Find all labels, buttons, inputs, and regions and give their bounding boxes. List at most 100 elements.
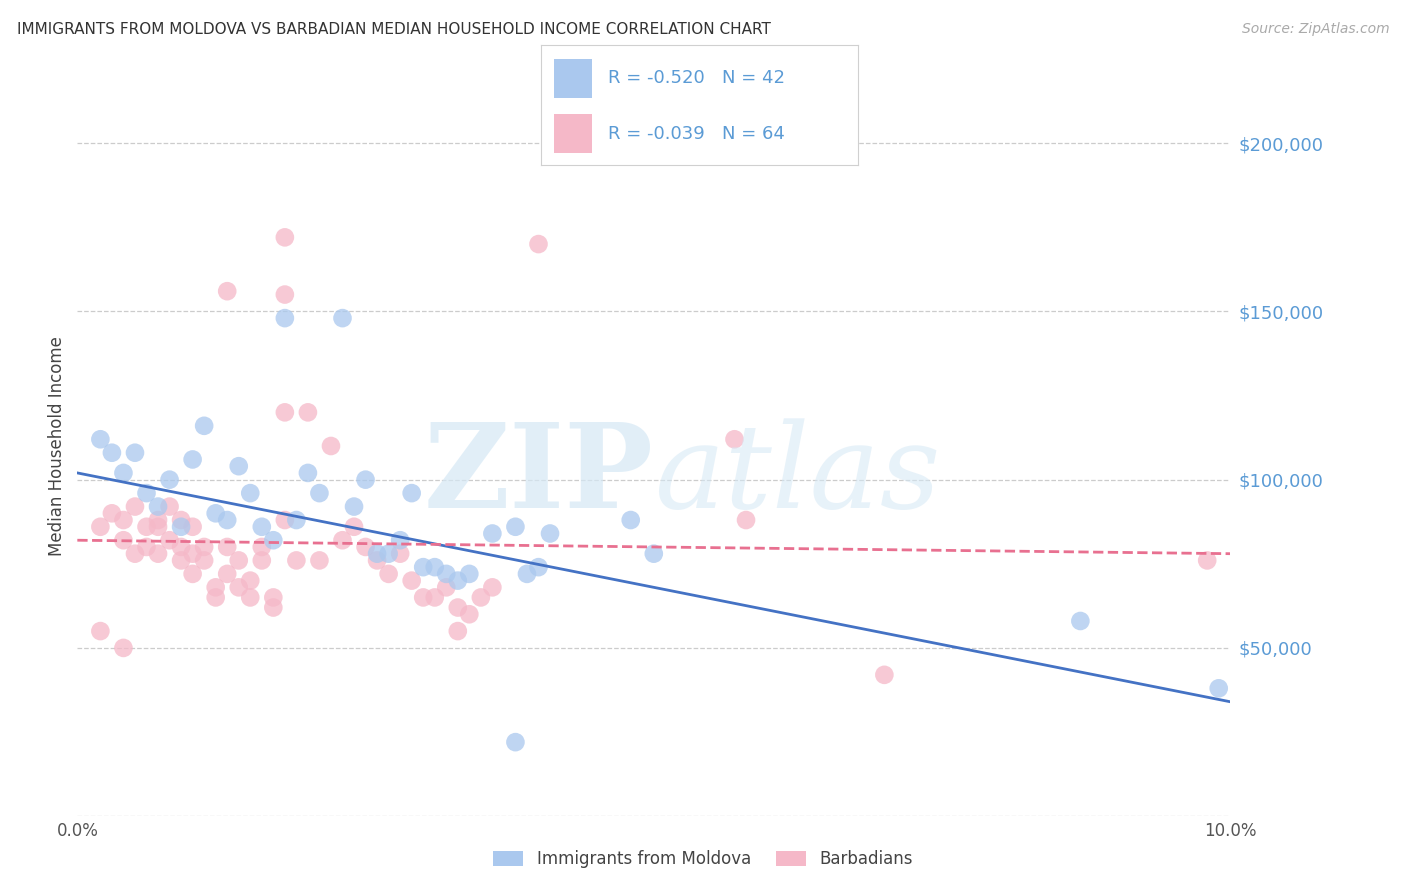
Point [274,311,297,326]
Point [401,574,423,588]
Point [204,591,226,605]
Text: atlas: atlas [654,418,941,533]
Point [239,486,262,500]
Text: IMMIGRANTS FROM MOLDOVA VS BARBADIAN MEDIAN HOUSEHOLD INCOME CORRELATION CHART: IMMIGRANTS FROM MOLDOVA VS BARBADIAN MED… [17,22,770,37]
Point [146,520,169,534]
Point [159,473,181,487]
Point [274,405,297,419]
Point [112,513,135,527]
Point [159,500,181,514]
Point [181,547,204,561]
Point [527,560,550,574]
Point [262,533,284,548]
Point [377,566,399,581]
Point [146,513,169,527]
Point [239,574,262,588]
Point [228,580,250,594]
Point [89,432,111,446]
Point [170,540,193,554]
Y-axis label: Median Household Income: Median Household Income [48,336,66,556]
Point [239,591,262,605]
Bar [554,59,592,97]
Point [434,566,457,581]
Point [308,553,330,567]
Point [124,446,146,460]
Point [643,547,665,561]
Point [412,560,434,574]
Point [146,547,169,561]
Point [124,500,146,514]
Point [343,500,366,514]
Point [135,520,157,534]
Point [170,513,193,527]
Point [228,553,250,567]
Point [250,520,273,534]
Text: R = -0.520   N = 42: R = -0.520 N = 42 [607,70,785,87]
Point [193,553,215,567]
Point [89,624,111,639]
Point [217,566,239,581]
Point [262,600,284,615]
Point [1069,614,1091,628]
Point [481,580,503,594]
Point [389,533,412,548]
Point [170,520,193,534]
Point [343,520,366,534]
Point [112,533,135,548]
Point [112,466,135,480]
Point [873,668,896,682]
Point [297,466,319,480]
Point [354,473,377,487]
Point [332,311,354,326]
Point [308,486,330,500]
Point [159,533,181,548]
Point [470,591,492,605]
Text: R = -0.039   N = 64: R = -0.039 N = 64 [607,125,785,143]
Point [505,735,527,749]
Point [366,547,388,561]
Point [423,560,446,574]
Point [389,547,412,561]
Point [1208,681,1230,696]
Point [193,540,215,554]
Bar [554,114,592,153]
Point [217,540,239,554]
Point [332,533,354,548]
Point [101,506,124,520]
Legend: Immigrants from Moldova, Barbadians: Immigrants from Moldova, Barbadians [486,844,920,875]
Point [274,287,297,301]
Point [297,405,319,419]
Point [170,553,193,567]
Point [735,513,758,527]
Point [1197,553,1219,567]
Point [181,520,204,534]
Point [204,506,226,520]
Point [112,640,135,655]
Point [204,580,226,594]
Point [250,540,273,554]
Point [89,520,111,534]
Text: ZIP: ZIP [423,418,654,533]
Point [319,439,342,453]
Point [481,526,503,541]
Point [423,591,446,605]
Point [458,566,481,581]
Point [181,452,204,467]
Point [354,540,377,554]
Point [458,607,481,622]
Point [124,547,146,561]
Point [516,566,538,581]
Point [377,547,399,561]
Point [412,591,434,605]
Point [620,513,643,527]
Point [505,520,527,534]
Point [274,513,297,527]
Point [285,553,308,567]
Point [193,418,215,433]
Point [146,500,169,514]
Point [135,486,157,500]
Point [447,574,470,588]
Point [181,566,204,581]
Text: Source: ZipAtlas.com: Source: ZipAtlas.com [1241,22,1389,37]
Point [262,591,284,605]
